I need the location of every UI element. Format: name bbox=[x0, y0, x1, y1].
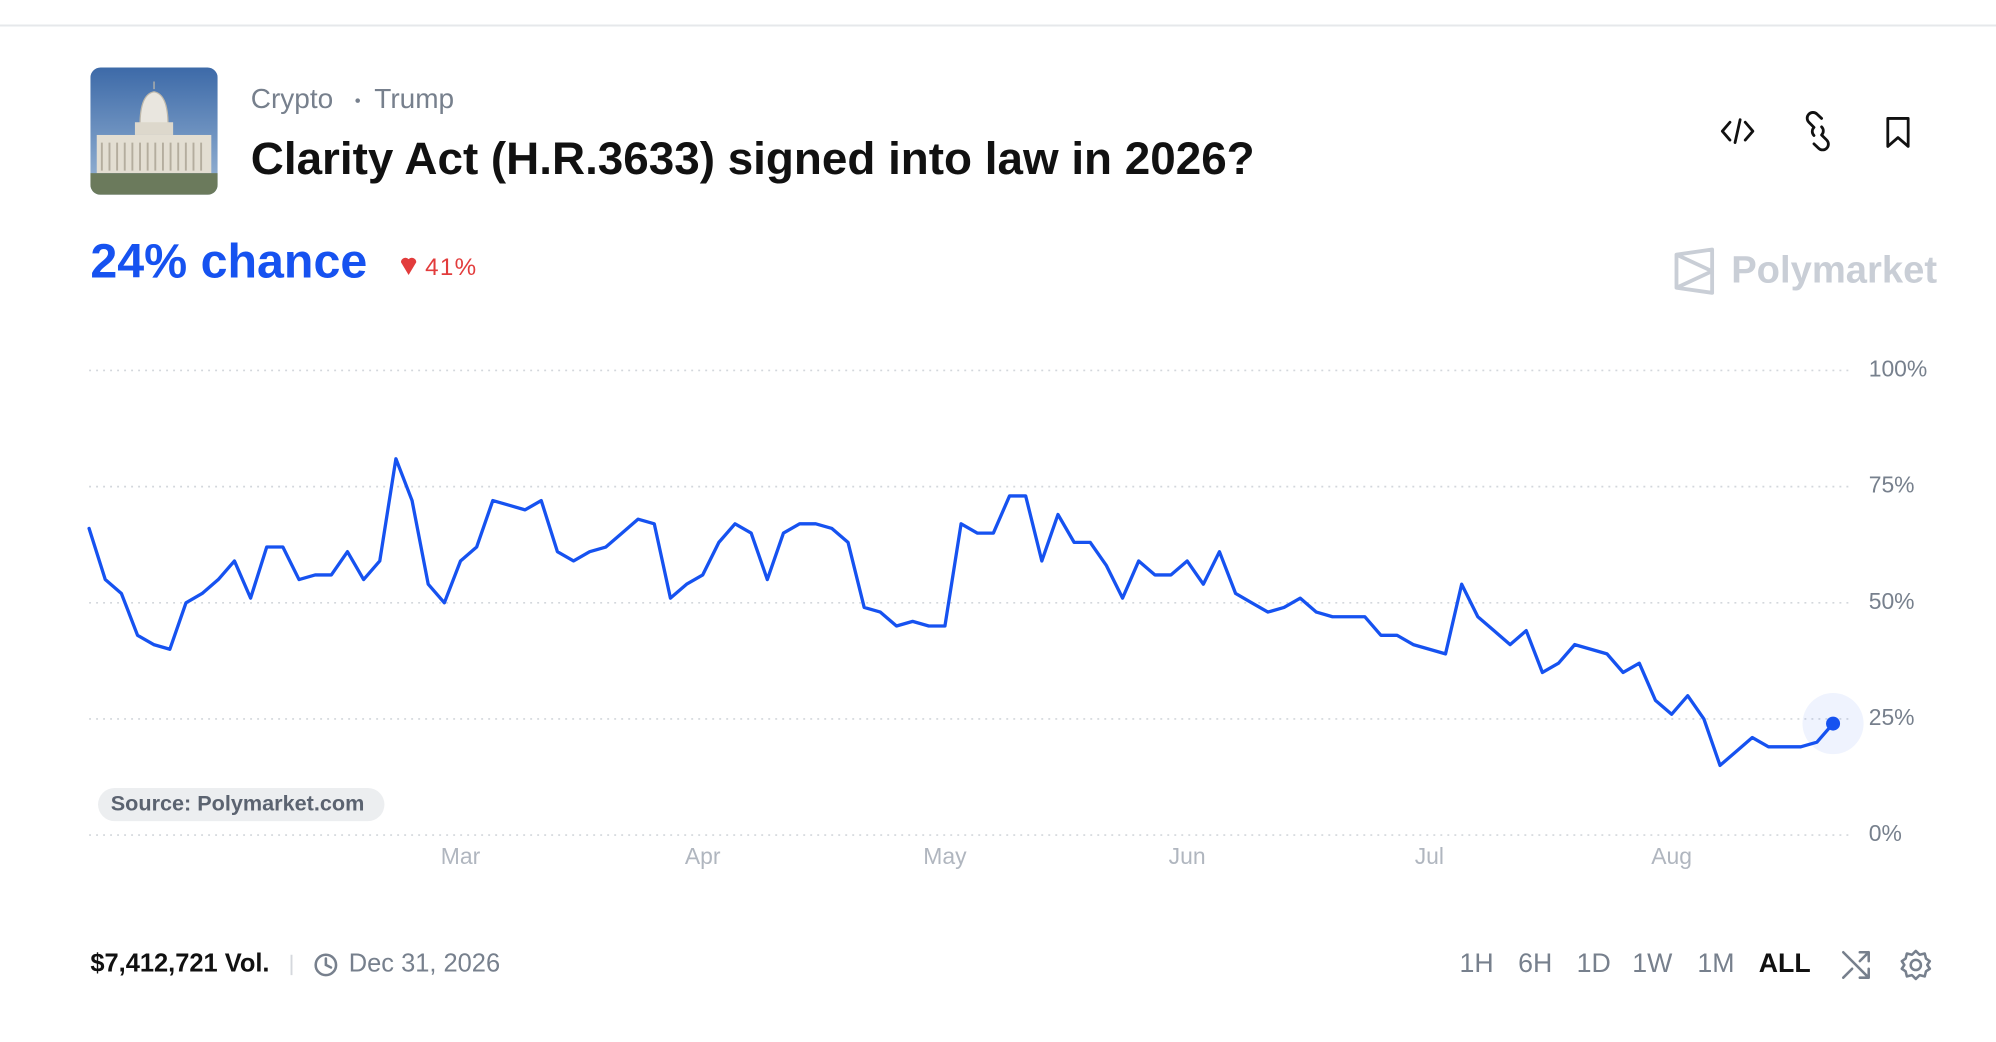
x-tick-label: Jul bbox=[1415, 843, 1444, 869]
y-tick-label: 50% bbox=[1869, 588, 1915, 614]
source-label: Source: Polymarket.com bbox=[111, 790, 365, 815]
volume: $7,412,721 Vol. bbox=[90, 950, 269, 978]
range-button[interactable]: 1M bbox=[1697, 948, 1734, 978]
embed-button[interactable] bbox=[1720, 118, 1755, 145]
range-button[interactable]: 6H bbox=[1518, 948, 1552, 978]
copy-link-button[interactable] bbox=[1805, 111, 1830, 152]
x-tick-label: Apr bbox=[685, 843, 721, 869]
range-button[interactable]: 1H bbox=[1460, 948, 1494, 978]
market-title: Clarity Act (H.R.3633) signed into law i… bbox=[251, 133, 1255, 184]
clock-icon bbox=[314, 953, 338, 977]
chance-change: 41% bbox=[425, 254, 477, 281]
price-line bbox=[87, 457, 1835, 768]
x-tick-label: Mar bbox=[441, 843, 481, 869]
range-button[interactable]: ALL bbox=[1759, 948, 1811, 978]
x-tick-label: Jun bbox=[1169, 843, 1206, 869]
chance-label: 24% chance bbox=[90, 235, 367, 289]
market-image bbox=[90, 67, 218, 195]
category-tag[interactable]: Crypto bbox=[251, 83, 333, 114]
range-button[interactable]: 1D bbox=[1577, 948, 1611, 978]
brand-logo: Polymarket bbox=[1674, 247, 1937, 295]
plot-area: 0% 25% 50% 75% 100% Mar Apr May Jun Jul Aug bbox=[87, 356, 1928, 869]
separator-dot bbox=[355, 98, 360, 103]
down-indicator bbox=[400, 257, 417, 276]
range-button[interactable]: 1W bbox=[1632, 948, 1673, 978]
source-badge: Source: Polymarket.com bbox=[98, 788, 385, 822]
y-tick-label: 0% bbox=[1869, 820, 1902, 846]
settings-button[interactable] bbox=[1900, 949, 1932, 981]
y-tick-label: 100% bbox=[1869, 356, 1928, 382]
x-tick-label: May bbox=[923, 843, 967, 869]
last-point bbox=[1826, 716, 1841, 731]
brand-name: Polymarket bbox=[1731, 249, 1937, 292]
category-tag[interactable]: Trump bbox=[374, 83, 454, 114]
y-tick-label: 75% bbox=[1869, 472, 1915, 498]
end-date: Dec 31, 2026 bbox=[349, 950, 500, 978]
shuffle-button[interactable] bbox=[1841, 950, 1870, 979]
x-tick-label: Aug bbox=[1651, 843, 1692, 869]
y-tick-label: 25% bbox=[1869, 704, 1915, 730]
range-selector: 1H 6H 1D 1W 1M ALL bbox=[1460, 948, 1811, 978]
bookmark-button[interactable] bbox=[1886, 117, 1910, 148]
